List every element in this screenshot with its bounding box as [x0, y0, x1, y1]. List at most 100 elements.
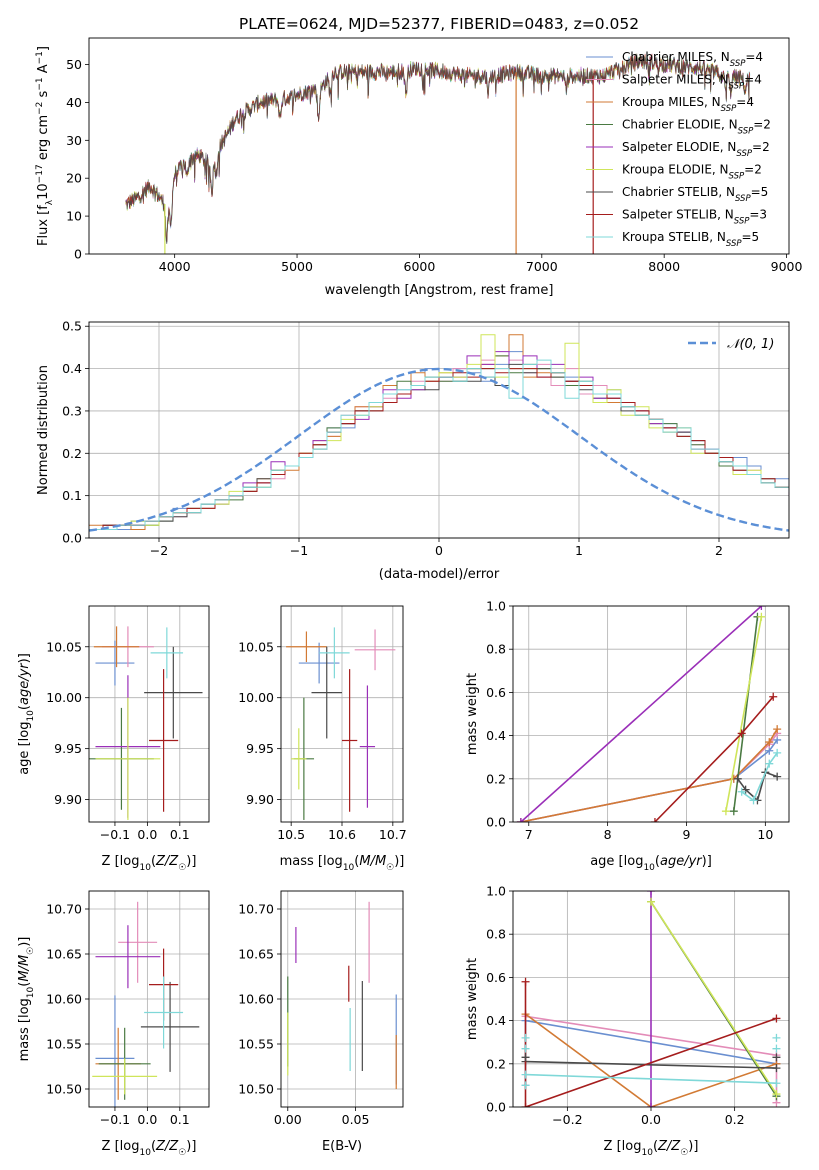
- mass-weight-vs-age-panel: 7 8 9 10 0.0 0.2 0.4 0.6 0.8 1.0 age [log10(age/yr…: [465, 599, 790, 873]
- data-point-marker: [772, 1033, 781, 1042]
- plot-area: [89, 334, 789, 532]
- data-point-marker: [769, 692, 778, 701]
- data-point-marker: [647, 1103, 655, 1107]
- x-axis-label: wavelength [Angstrom, rest frame]: [325, 283, 554, 298]
- spectrum-panel: 4000 5000 6000 7000 8000 9000 0 10 20 30 40 50 Chabr…: [35, 15, 803, 298]
- y-tick-label: 0.0: [486, 815, 506, 830]
- x-axis-label: Z [log10(Z/Z☉)]: [102, 854, 197, 873]
- weight-line: [524, 981, 777, 1107]
- legend: Chabrier MILES, NSSP=4 Salpeter MILES, NS…: [586, 50, 771, 249]
- weight-line: [650, 901, 778, 1095]
- y-tick-label: 1.0: [486, 599, 506, 614]
- legend-label: Kroupa MILES, NSSP=4: [622, 95, 754, 114]
- y-tick-label: 0.6: [486, 970, 506, 985]
- mass-vs-ebv-panel: 0.00 0.05 10.50 10.55 10.60 10.65 10.70 E(B-V): [238, 890, 404, 1154]
- y-tick-label: 0.1: [62, 488, 82, 503]
- axes-frame: [280, 605, 404, 823]
- residuals-panel: −2 −1 0 1 2 0.0 0.1 0.2 0.3 0.4 0.5 𝒩(0, 1) (data-mo…: [36, 319, 790, 582]
- spectrum-line: [125, 53, 751, 245]
- x-tick-label: 0.05: [342, 1112, 370, 1127]
- data-point-marker: [773, 748, 782, 757]
- data-point-marker: [521, 1081, 530, 1090]
- x-tick-label: 7: [525, 827, 533, 842]
- y-tick-label: 1.0: [486, 884, 506, 899]
- data-point-marker: [757, 606, 766, 610]
- x-axis-label: (data-model)/error: [379, 567, 500, 582]
- y-tick-label: 10.50: [46, 1082, 82, 1097]
- weight-line: [725, 616, 763, 812]
- x-tick-label: 7000: [526, 259, 558, 274]
- y-tick-label: 0.0: [486, 1100, 506, 1115]
- x-axis-label: mass [log10(M/M☉)]: [280, 854, 405, 873]
- x-axis-label: E(B-V): [322, 1139, 362, 1154]
- y-tick-label: 0: [74, 247, 82, 262]
- axes-frame: [512, 605, 790, 823]
- data-point-marker: [521, 1044, 530, 1053]
- x-tick-label: −0.1: [100, 1112, 130, 1127]
- x-tick-label: −2: [150, 543, 168, 558]
- legend-label: Salpeter STELIB, NSSP=3: [622, 208, 767, 227]
- plot-area: [516, 606, 782, 822]
- mass-weight-vs-metallicity-panel: −0.2 0.0 0.2 0.0 0.2 0.4 0.6 0.8 1.0 Z [log10(Z/Z…: [465, 884, 790, 1158]
- x-tick-label: 9: [683, 827, 691, 842]
- x-tick-label: −1: [290, 543, 308, 558]
- x-tick-label: 8000: [648, 259, 680, 274]
- x-tick-label: 10.5: [277, 827, 305, 842]
- axes-frame: [88, 321, 790, 539]
- y-tick-label: 10: [66, 209, 82, 224]
- x-tick-label: 1: [575, 543, 583, 558]
- y-tick-label: 10.65: [46, 947, 82, 962]
- y-tick-label: 10.05: [238, 639, 274, 654]
- legend-label: Chabrier MILES, NSSP=4: [622, 50, 763, 69]
- x-tick-label: 0.1: [170, 827, 190, 842]
- data-point-marker: [772, 1014, 781, 1023]
- y-tick-label: 20: [66, 171, 82, 186]
- data-point-marker: [737, 729, 746, 738]
- y-axis-label: age [log10(age/yr)]: [17, 653, 36, 775]
- data-point-marker: [647, 897, 655, 906]
- x-tick-label: 2: [715, 543, 723, 558]
- y-tick-label: 50: [66, 57, 82, 72]
- x-tick-label: 0.2: [725, 1112, 745, 1127]
- legend-label: Kroupa STELIB, NSSP=5: [622, 230, 759, 249]
- legend-label: Kroupa ELODIE, NSSP=2: [622, 163, 762, 182]
- plot-area: [521, 891, 781, 1107]
- x-tick-label: 0.0: [641, 1112, 661, 1127]
- data-point-marker: [749, 796, 758, 805]
- y-tick-label: 10.00: [46, 690, 82, 705]
- y-tick-label: 0.5: [62, 319, 82, 334]
- y-tick-label: 10.50: [238, 1082, 274, 1097]
- y-tick-label: 0.8: [486, 927, 506, 942]
- legend-label: Salpeter ELODIE, NSSP=2: [622, 140, 770, 159]
- x-tick-label: 4000: [159, 259, 191, 274]
- data-point-marker: [521, 1103, 530, 1107]
- data-point-marker: [773, 725, 782, 734]
- legend-label: 𝒩(0, 1): [727, 337, 774, 352]
- data-point-marker: [521, 1070, 530, 1079]
- y-tick-label: 10.65: [238, 947, 274, 962]
- data-point-marker: [521, 1053, 530, 1062]
- y-tick-label: 0.3: [62, 403, 82, 418]
- x-axis-label: Z [log10(Z/Z☉)]: [102, 1139, 197, 1158]
- x-tick-label: 0.0: [137, 1112, 157, 1127]
- legend-label: Chabrier STELIB, NSSP=5: [622, 185, 768, 204]
- y-tick-label: 10.60: [238, 992, 274, 1007]
- plot-area: [125, 53, 751, 254]
- x-tick-label: 0: [435, 543, 443, 558]
- data-point-marker: [721, 807, 730, 816]
- x-tick-label: −0.2: [552, 1112, 582, 1127]
- y-tick-label: 30: [66, 133, 82, 148]
- data-point-marker: [772, 1044, 781, 1053]
- y-tick-label: 0.2: [486, 771, 506, 786]
- y-tick-label: 9.95: [246, 741, 274, 756]
- y-tick-label: 0.4: [486, 728, 506, 743]
- weight-line: [525, 1073, 777, 1084]
- age-vs-metallicity-panel: −0.1 0.0 0.1 9.90 9.95 10.00 10.05 Z [log10(Z/Z…: [17, 605, 210, 873]
- y-tick-label: 0.2: [62, 446, 82, 461]
- axes-frame: [88, 605, 210, 823]
- data-point-marker: [521, 1033, 530, 1042]
- data-point-marker: [521, 977, 530, 986]
- y-tick-label: 9.90: [54, 792, 82, 807]
- data-point-marker: [772, 1090, 781, 1099]
